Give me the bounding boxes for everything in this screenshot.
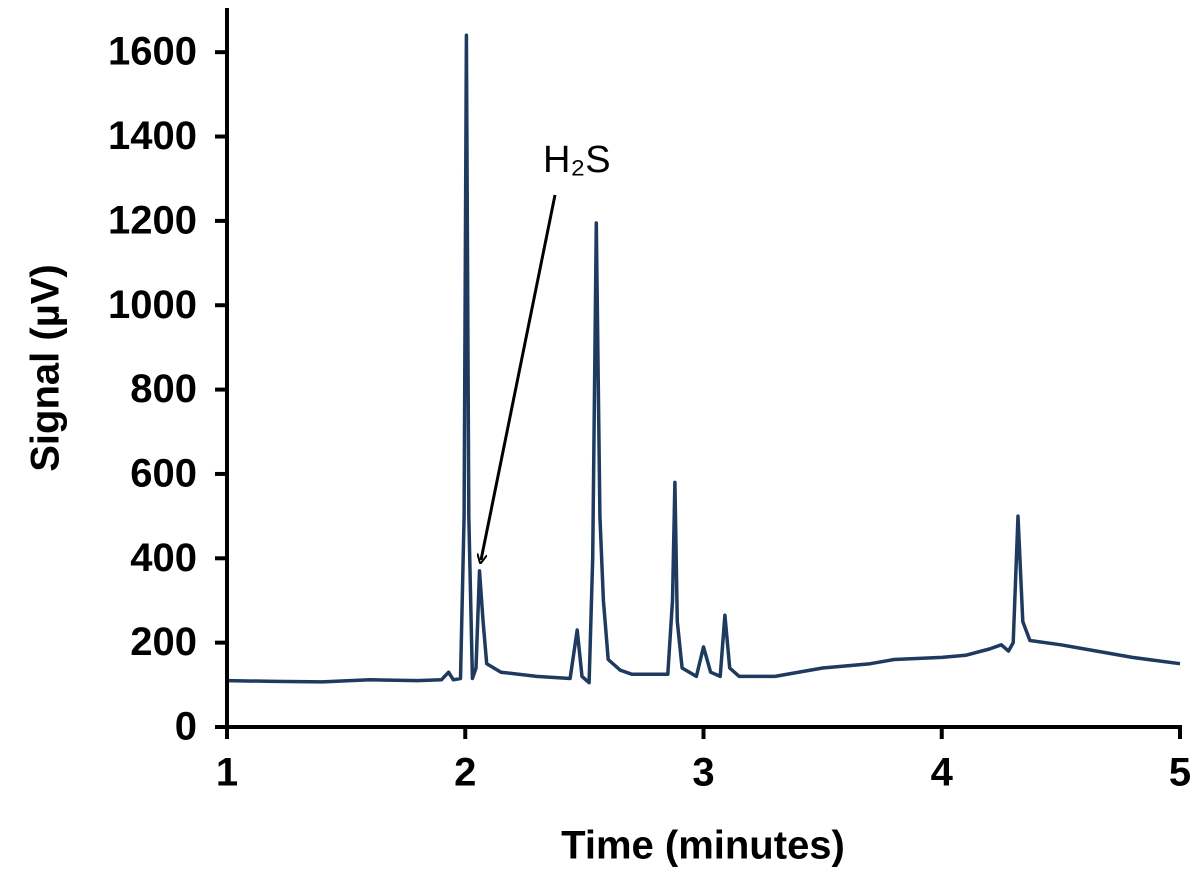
plot-area: 0 200 400 600 800 1000 1200 1400 1600 1 2 3 4 5 [108,8,1191,795]
x-tick-label: 1 [216,751,238,795]
y-tick-label: 0 [175,705,197,749]
y-tick-label: 800 [130,367,197,411]
y-tick-label: 200 [130,620,197,664]
x-axis-title: Time (minutes) [561,824,845,868]
annotation-arrow [481,194,557,560]
annotation: H₂S [543,139,611,181]
x-tick-label: 3 [692,751,714,795]
x-tick-label: 2 [454,751,476,795]
y-tick-label: 600 [130,452,197,496]
y-tick-label: 1000 [108,283,197,327]
y-axis-title: Signal (µV) [24,264,68,472]
y-tick-label: 1400 [108,114,197,158]
y-tick-label: 1200 [108,198,197,242]
signal-line [226,33,1181,685]
x-tick-label: 5 [1169,751,1191,795]
y-tick-label: 1600 [108,30,197,74]
y-tick-label: 400 [130,536,197,580]
x-tick-label: 4 [931,751,954,795]
